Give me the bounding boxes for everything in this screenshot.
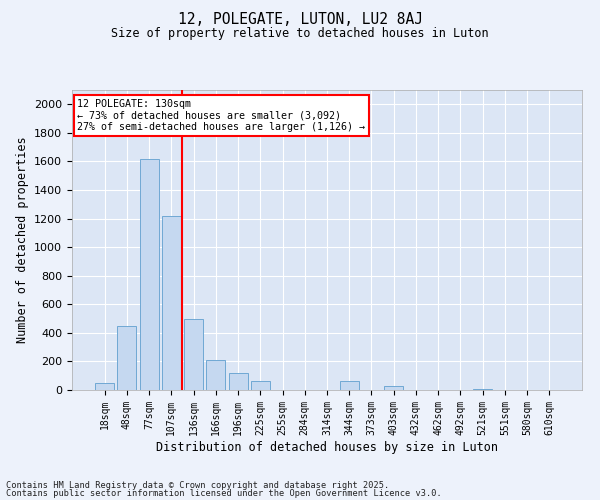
Bar [140,158,158,390]
Bar [206,360,225,390]
Text: 12, POLEGATE, LUTON, LU2 8AJ: 12, POLEGATE, LUTON, LU2 8AJ [178,12,422,28]
X-axis label: Distribution of detached houses by size in Luton: Distribution of detached houses by size … [156,440,498,454]
Text: Contains public sector information licensed under the Open Government Licence v3: Contains public sector information licen… [6,489,442,498]
Bar [473,388,492,390]
Bar [340,382,359,390]
Y-axis label: Number of detached properties: Number of detached properties [16,136,29,344]
Bar [251,382,270,390]
Text: Size of property relative to detached houses in Luton: Size of property relative to detached ho… [111,28,489,40]
Bar [95,383,114,390]
Bar [118,326,136,390]
Text: Contains HM Land Registry data © Crown copyright and database right 2025.: Contains HM Land Registry data © Crown c… [6,480,389,490]
Text: 12 POLEGATE: 130sqm
← 73% of detached houses are smaller (3,092)
27% of semi-det: 12 POLEGATE: 130sqm ← 73% of detached ho… [77,99,365,132]
Bar [229,373,248,390]
Bar [384,386,403,390]
Bar [184,318,203,390]
Bar [162,216,181,390]
